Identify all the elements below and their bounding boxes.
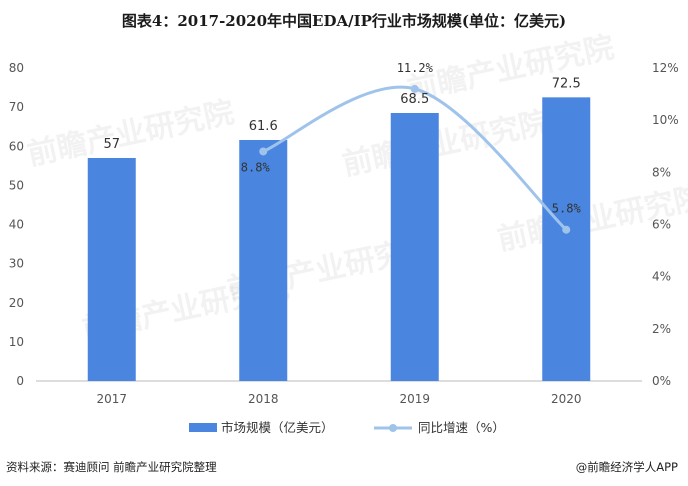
line-value-label: 11.2% xyxy=(397,61,434,75)
y-left-tick-label: 40 xyxy=(9,218,24,232)
bar xyxy=(542,97,591,381)
y-left-tick-label: 60 xyxy=(9,139,24,153)
legend-bar-label: 市场规模（亿美元） xyxy=(221,420,334,435)
x-tick-label: 2020 xyxy=(551,392,582,406)
x-tick-label: 2018 xyxy=(248,392,279,406)
y-left-tick-label: 80 xyxy=(9,61,24,75)
source-note: 资料来源：赛迪顾问 前瞻产业研究院整理 xyxy=(6,460,217,474)
y-right-tick-label: 0% xyxy=(652,374,671,388)
y-right-tick-label: 12% xyxy=(652,61,679,75)
bar-value-label: 72.5 xyxy=(552,76,581,91)
line-point xyxy=(562,225,571,234)
legend-line-label: 同比增速（%） xyxy=(418,420,505,435)
legend-line-marker xyxy=(389,424,397,432)
y-left-tick-label: 10 xyxy=(9,335,24,349)
y-right-tick-label: 8% xyxy=(652,165,671,179)
line-point xyxy=(259,147,268,156)
bar-value-label: 61.6 xyxy=(249,119,278,134)
bar-value-label: 57 xyxy=(103,137,120,152)
bar xyxy=(390,112,439,382)
legend-bar-swatch xyxy=(189,423,217,432)
line-series xyxy=(259,84,571,234)
y-right-tick-label: 6% xyxy=(652,218,671,232)
line-value-label: 5.8% xyxy=(552,202,582,216)
watermark-text: 前瞻产业研究院 xyxy=(404,30,617,108)
y-right-tick-label: 4% xyxy=(652,270,671,284)
bar xyxy=(239,139,288,381)
line-point xyxy=(410,84,419,93)
bar-series xyxy=(87,97,591,382)
x-tick-label: 2019 xyxy=(399,392,430,406)
bar xyxy=(87,157,136,381)
y-left-tick-label: 20 xyxy=(9,296,24,310)
watermark-text: 前瞻产业研究院 xyxy=(339,105,552,183)
legend: 市场规模（亿美元） 同比增速（%） xyxy=(189,420,505,435)
y-right-tick-label: 10% xyxy=(652,113,679,127)
y-right-tick-label: 2% xyxy=(652,322,671,336)
y-left-tick-label: 70 xyxy=(9,100,24,114)
data-labels: 57 61.6 68.5 72.5 8.8% 11.2% 5.8% xyxy=(103,61,581,216)
brand-label: @前瞻经济学人APP xyxy=(575,460,678,474)
y-left-tick-label: 50 xyxy=(9,178,24,192)
x-tick-label: 2017 xyxy=(96,392,127,406)
line-value-label: 8.8% xyxy=(241,160,271,174)
chart-title: 图表4：2017-2020年中国EDA/IP行业市场规模(单位：亿美元) xyxy=(121,12,567,30)
bar-value-label: 68.5 xyxy=(400,92,429,107)
axes: 0 10 20 30 40 50 60 70 80 0% 2% 4% 6% 8% 10% 12% 2017 201… xyxy=(9,61,679,406)
y-left-tick-label: 30 xyxy=(9,257,24,271)
y-left-tick-label: 0 xyxy=(16,374,24,388)
